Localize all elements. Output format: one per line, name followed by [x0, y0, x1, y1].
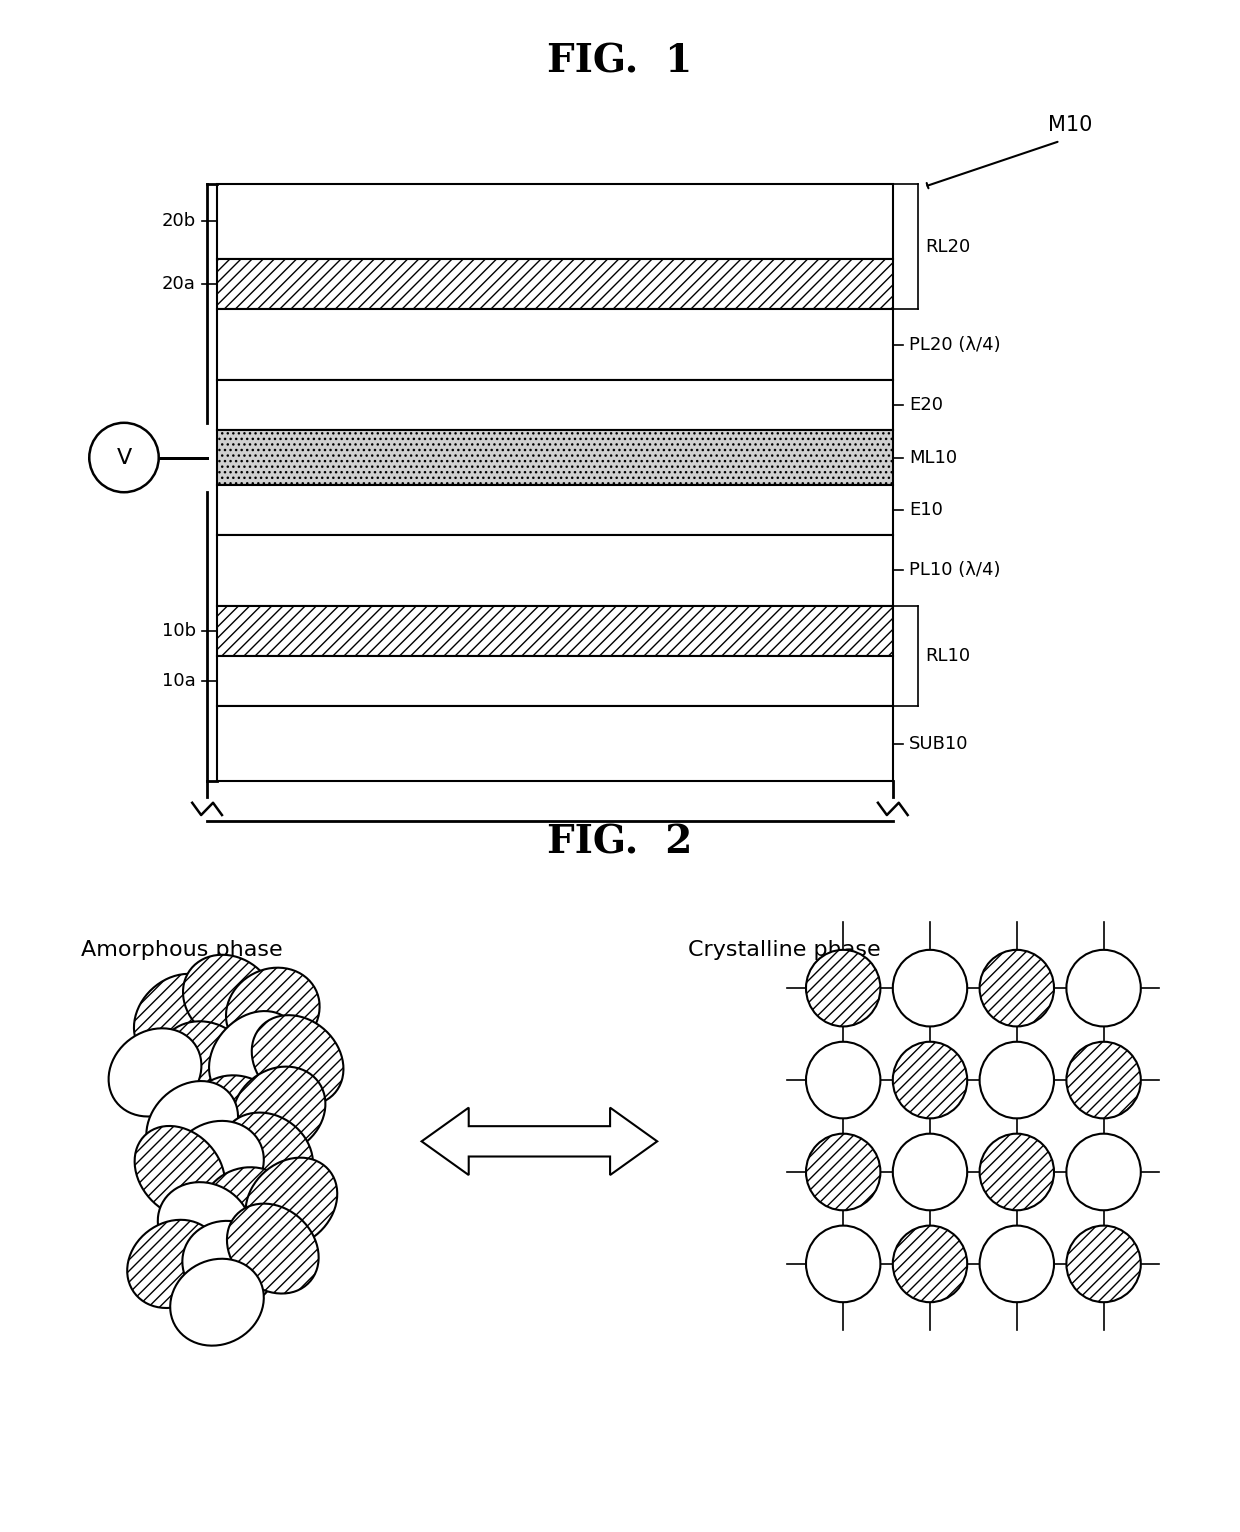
Ellipse shape: [806, 950, 880, 1026]
Text: RL10: RL10: [925, 647, 970, 665]
Ellipse shape: [893, 950, 967, 1026]
Polygon shape: [422, 1108, 657, 1175]
Text: SUB10: SUB10: [909, 735, 968, 752]
Text: E10: E10: [909, 501, 942, 519]
Ellipse shape: [1066, 950, 1141, 1026]
Text: ML10: ML10: [909, 449, 957, 467]
Text: 20b: 20b: [161, 213, 196, 230]
Bar: [217, 656, 893, 706]
Bar: [217, 706, 893, 781]
Ellipse shape: [980, 1134, 1054, 1210]
Ellipse shape: [134, 974, 226, 1063]
Text: M10: M10: [1048, 115, 1092, 135]
Text: PL10 (λ/4): PL10 (λ/4): [909, 561, 1001, 579]
Bar: [217, 535, 893, 605]
Bar: [217, 430, 893, 484]
Text: V: V: [117, 447, 131, 467]
Text: E20: E20: [909, 397, 942, 414]
Ellipse shape: [893, 1042, 967, 1118]
Text: Crystalline phase: Crystalline phase: [688, 939, 880, 961]
Text: 20a: 20a: [162, 276, 196, 293]
Bar: [217, 309, 893, 380]
Ellipse shape: [184, 954, 275, 1043]
Ellipse shape: [210, 1011, 299, 1103]
Ellipse shape: [188, 1075, 283, 1161]
Ellipse shape: [157, 1022, 252, 1108]
Ellipse shape: [135, 1126, 224, 1218]
Text: FIG.  1: FIG. 1: [547, 43, 693, 80]
Ellipse shape: [893, 1134, 967, 1210]
Ellipse shape: [1066, 1042, 1141, 1118]
Ellipse shape: [146, 1082, 238, 1170]
Text: RL20: RL20: [925, 237, 970, 256]
Ellipse shape: [201, 1167, 295, 1253]
Ellipse shape: [89, 423, 159, 492]
Ellipse shape: [227, 1204, 319, 1293]
Text: PL20 (λ/4): PL20 (λ/4): [909, 336, 1001, 354]
Ellipse shape: [221, 1112, 312, 1201]
Ellipse shape: [157, 1183, 252, 1268]
Ellipse shape: [1066, 1226, 1141, 1302]
Bar: [217, 380, 893, 430]
Ellipse shape: [806, 1226, 880, 1302]
Ellipse shape: [980, 1226, 1054, 1302]
Ellipse shape: [980, 950, 1054, 1026]
Text: 10a: 10a: [162, 673, 196, 689]
Ellipse shape: [182, 1221, 277, 1307]
Ellipse shape: [246, 1158, 337, 1247]
Ellipse shape: [806, 1042, 880, 1118]
Ellipse shape: [170, 1259, 264, 1345]
Ellipse shape: [1066, 1134, 1141, 1210]
Ellipse shape: [806, 1134, 880, 1210]
Ellipse shape: [170, 1121, 264, 1207]
Bar: [217, 184, 893, 259]
Ellipse shape: [226, 968, 320, 1054]
Bar: [217, 605, 893, 656]
Text: 10b: 10b: [161, 622, 196, 640]
Ellipse shape: [252, 1016, 343, 1105]
Ellipse shape: [893, 1226, 967, 1302]
Bar: [217, 484, 893, 535]
Ellipse shape: [233, 1066, 325, 1155]
Ellipse shape: [980, 1042, 1054, 1118]
Text: FIG.  2: FIG. 2: [547, 824, 693, 861]
Ellipse shape: [109, 1028, 201, 1117]
Bar: [217, 259, 893, 309]
Text: Amorphous phase: Amorphous phase: [81, 939, 283, 961]
Ellipse shape: [128, 1219, 219, 1308]
